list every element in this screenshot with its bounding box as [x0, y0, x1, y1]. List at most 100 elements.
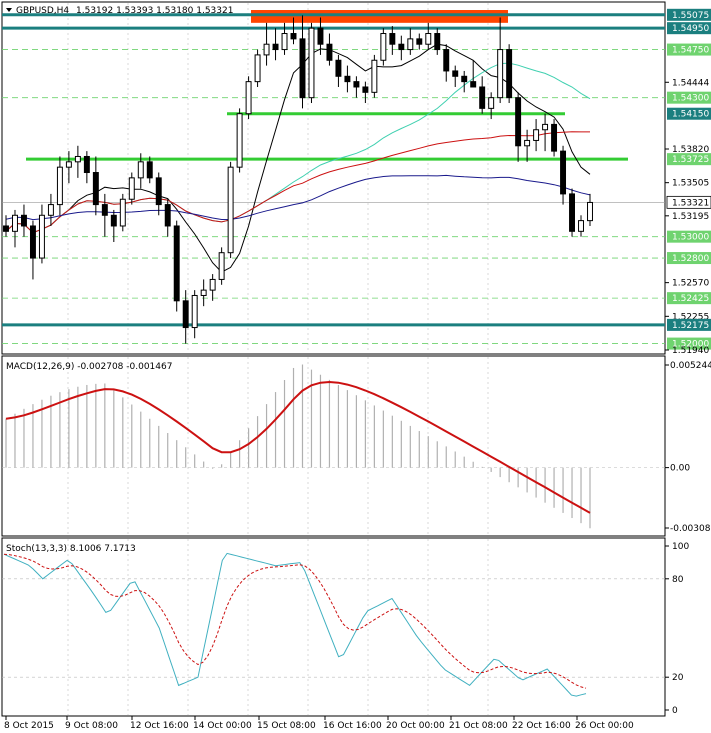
- macd-scale-label: -0.003086: [670, 524, 711, 534]
- candle-body: [407, 38, 414, 51]
- price-label-bg: [667, 91, 711, 104]
- candle-body: [101, 204, 108, 216]
- candle-body: [65, 161, 72, 168]
- stoch-scale-label: 20: [672, 673, 684, 683]
- price-label: 1.54950: [672, 24, 709, 34]
- candle-body: [12, 214, 18, 232]
- candle-body: [200, 289, 207, 296]
- candle-body: [542, 123, 549, 131]
- candle-body: [173, 225, 180, 302]
- time-label: 26 Oct 00:00: [575, 721, 634, 731]
- price-label-bg: [667, 8, 711, 21]
- time-label: 12 Oct 16:00: [130, 721, 189, 731]
- price-label-bg: [667, 292, 711, 305]
- candle-body: [371, 59, 378, 93]
- price-label-bg: [667, 230, 711, 243]
- candle-body: [209, 278, 216, 291]
- price-label: 1.54150: [672, 110, 709, 120]
- macd-scale-label: 0.005244: [670, 361, 711, 371]
- price-label: 1.53505: [672, 179, 709, 189]
- candle-body: [47, 204, 54, 216]
- candle-body: [290, 33, 297, 40]
- candle-body: [524, 139, 531, 147]
- price-label: 1.52255: [672, 312, 709, 322]
- candle-body: [227, 166, 234, 254]
- candle-body: [497, 49, 504, 99]
- candle-body: [137, 161, 144, 179]
- price-label-bg: [667, 252, 711, 265]
- candle-body: [74, 155, 81, 163]
- candle-body: [515, 97, 522, 147]
- candle-body: [344, 75, 351, 83]
- candle-body: [416, 38, 423, 45]
- candle-body: [245, 81, 252, 115]
- price-label-bg: [667, 43, 711, 56]
- candle-body: [281, 33, 288, 51]
- stoch-scale-label: 100: [672, 542, 689, 552]
- candle-body: [326, 43, 333, 61]
- price-label-bg: [667, 337, 711, 350]
- candle-body: [119, 198, 126, 227]
- candle-body: [587, 201, 593, 222]
- candle-body: [182, 300, 189, 329]
- candle-body: [488, 97, 495, 109]
- sma-black-line: [5, 43, 591, 273]
- macd-indicator: 0.005244 0.00 -0.003086: [2, 357, 711, 535]
- symbol-label: GBPUSD,H4: [16, 6, 69, 16]
- price-label-bg: [667, 153, 711, 166]
- price-label: 1.52000: [672, 340, 709, 350]
- price-grid: [67, 3, 489, 353]
- macd-scale-label: 0.00: [670, 464, 690, 474]
- candle-body: [578, 220, 584, 232]
- price-label: 1.55075: [672, 11, 709, 21]
- candle-body: [380, 33, 387, 61]
- stoch-signal-line: [3, 553, 587, 689]
- time-label: 22 Oct 16:00: [512, 721, 571, 731]
- time-label: 8 Oct 2015: [4, 721, 54, 731]
- candle-body: [317, 27, 324, 45]
- candle-body: [155, 177, 162, 206]
- price-label: 1.53000: [672, 233, 709, 243]
- price-label: 1.52175: [672, 321, 709, 331]
- price-label: 1.53725: [672, 155, 709, 165]
- sma-red-line: [5, 131, 590, 234]
- horizontal-levels: [2, 13, 665, 344]
- price-label: 1.51940: [672, 346, 709, 356]
- price-label-bg: [667, 318, 711, 331]
- time-label: 20 Oct 00:00: [386, 721, 445, 731]
- candle-body: [362, 86, 369, 93]
- price-label-bg: [667, 22, 711, 35]
- candle-body: [425, 33, 432, 45]
- stoch-scale-label: 0: [672, 706, 678, 716]
- candle-body: [470, 81, 477, 88]
- candle-body: [20, 214, 27, 227]
- candle-body: [398, 43, 405, 51]
- candle-body: [434, 33, 441, 51]
- candle-body: [3, 225, 9, 232]
- current-price-label: 1.53321: [672, 198, 709, 208]
- time-label: 16 Oct 16:00: [323, 721, 382, 731]
- candle-body: [551, 123, 558, 152]
- macd-title: MACD(12,26,9) -0.002708 -0.001467: [6, 362, 172, 372]
- price-label: 1.54750: [672, 46, 709, 56]
- stoch-scale-label: 80: [672, 575, 684, 585]
- price-label: 1.54444: [672, 78, 709, 88]
- stoch-pane-border: [1, 537, 666, 717]
- price-label: 1.52570: [672, 279, 709, 289]
- candle-body: [299, 38, 306, 99]
- candle-body: [38, 214, 45, 259]
- candle-body: [461, 75, 468, 83]
- candle-body: [110, 214, 117, 227]
- candle-body: [191, 294, 198, 329]
- candle-body: [389, 33, 396, 45]
- time-axis: 8 Oct 2015 9 Oct 08:00 12 Oct 16:00 14 Oct …: [4, 716, 634, 731]
- candle-body: [128, 177, 135, 200]
- price-scale: 1.55075 1.54950 1.54750 1.54444 1.54300 1.541…: [665, 8, 711, 356]
- candle-body: [236, 113, 243, 168]
- candle-body: [254, 54, 261, 83]
- candle-body: [29, 225, 36, 259]
- time-label: 21 Oct 08:00: [449, 721, 508, 731]
- candle-body: [443, 49, 450, 72]
